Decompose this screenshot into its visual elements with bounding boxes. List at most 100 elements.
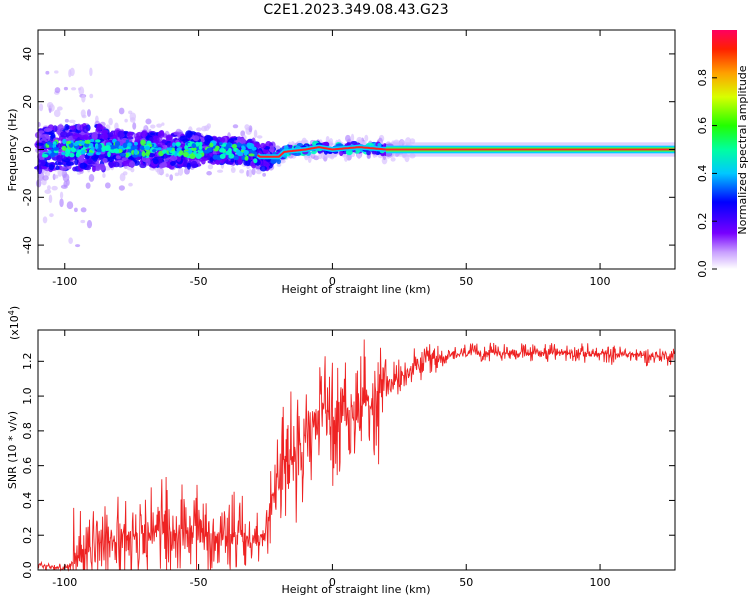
spectral-blob [38, 159, 46, 167]
spectral-blob [174, 172, 180, 177]
spectral-blob [157, 147, 162, 151]
spectral-blob [101, 146, 106, 152]
top-y-axis-label: Frequency (Hz) [6, 109, 19, 192]
spectral-blob [346, 142, 352, 146]
spectral-blob [69, 67, 75, 77]
spectral-blob [66, 140, 72, 145]
spectral-blob [81, 94, 86, 103]
bottom-x-tick-label: 50 [459, 576, 473, 589]
spectral-blob [89, 138, 95, 143]
top-x-tick-label: 100 [590, 275, 611, 288]
spectral-blob [206, 170, 212, 176]
spectral-blob [41, 166, 48, 170]
bottom-y-tick-label: 0.0 [21, 561, 34, 579]
spectral-blob [198, 141, 203, 146]
spectral-blob [54, 174, 59, 179]
spectral-blob [339, 150, 344, 157]
y-scale-text: (x104) [7, 306, 21, 340]
spectral-blob [104, 182, 111, 189]
spectral-blob [144, 146, 150, 151]
spectral-blob [74, 157, 79, 166]
bottom-y-tick-label: 0.6 [21, 457, 34, 475]
colorbar-ticks: 0.0 0.2 0.4 0.6 0.8 [696, 69, 717, 278]
spectrogram-panel: -100 -50 0 50 100 -40 -20 0 20 40 Height of stra… [6, 29, 676, 296]
spectral-blob [55, 165, 60, 171]
spectral-blob [161, 139, 168, 144]
spectral-blob [231, 143, 238, 149]
spectral-blob [42, 175, 49, 181]
spectral-blob [75, 244, 81, 248]
spectral-blob [239, 169, 245, 174]
spectral-blob [262, 172, 267, 177]
spectral-blob [59, 191, 64, 199]
spectral-blob [145, 118, 152, 125]
top-x-tick-label: -100 [52, 275, 77, 288]
spectral-blob [133, 141, 138, 146]
spectral-blob [191, 146, 197, 151]
spectral-blob [215, 160, 220, 165]
y-scale-multiplier: (x104) [7, 306, 21, 340]
bottom-x-axis-label: Height of straight line (km) [281, 583, 430, 596]
spectral-blob [259, 142, 266, 149]
spectral-blob [117, 130, 125, 138]
spectral-blob [255, 169, 262, 175]
spectral-blob [115, 155, 121, 160]
spectral-blob [209, 142, 214, 148]
spectral-blob [321, 141, 329, 147]
spectral-blob [78, 158, 85, 164]
bottom-y-ticks: 0.0 0.2 0.4 0.6 0.8 1.0 1.2 [21, 353, 675, 579]
spectral-blob [356, 136, 363, 144]
spectral-blob [166, 147, 173, 151]
spectral-blob [69, 152, 75, 158]
spectral-blob [54, 70, 59, 74]
spectral-blob [318, 153, 323, 160]
spectral-blob [59, 198, 64, 208]
spectral-blob [184, 145, 189, 150]
spectral-blob [44, 189, 52, 194]
spectral-blob [41, 133, 50, 140]
colorbar: 0.0 0.2 0.4 0.6 0.8 Normalized spectral ampl… [696, 30, 749, 278]
top-y-tick-label: 40 [21, 47, 34, 61]
spectral-blob [283, 145, 289, 150]
spectral-blob [241, 145, 245, 149]
spectral-blob [145, 152, 150, 157]
spectral-blob [133, 148, 138, 155]
spectral-blob [61, 151, 66, 156]
spectral-blob [102, 173, 106, 178]
spectral-blob [86, 152, 94, 156]
spectral-blob [41, 153, 49, 158]
spectral-blob [95, 164, 101, 172]
top-x-tick-label: 0 [329, 275, 336, 288]
spectral-blob [170, 161, 176, 167]
spectral-blob [345, 149, 353, 156]
spectral-blob [65, 161, 74, 166]
spectral-blob [46, 141, 52, 145]
spectral-blob [162, 149, 167, 154]
spectral-blob [57, 162, 63, 166]
spectral-blob [222, 143, 227, 147]
spectral-blob [85, 182, 91, 189]
top-y-ticks: -40 -20 0 20 40 [21, 47, 675, 254]
spectral-blob [251, 146, 257, 151]
spectral-blob [206, 147, 213, 153]
spectral-blob [263, 161, 269, 167]
spectral-blob [245, 159, 251, 167]
spectral-blob [196, 127, 202, 132]
spectral-blob [35, 142, 44, 146]
spectral-blob [42, 216, 48, 224]
spectral-blob [161, 122, 165, 126]
spectral-blob [259, 165, 268, 172]
spectral-blob [169, 174, 174, 181]
spectral-blob [80, 207, 87, 213]
spectral-blob [207, 164, 214, 170]
spectral-blob [390, 157, 396, 162]
spectral-blob [102, 132, 108, 141]
bottom-x-tick-label: -50 [190, 576, 208, 589]
spectral-blob [345, 134, 351, 143]
spectral-blob [232, 124, 239, 129]
spectral-blob [165, 173, 169, 178]
spectral-blob [53, 109, 61, 118]
spectral-blob [91, 131, 98, 140]
spectral-blob [328, 138, 334, 147]
